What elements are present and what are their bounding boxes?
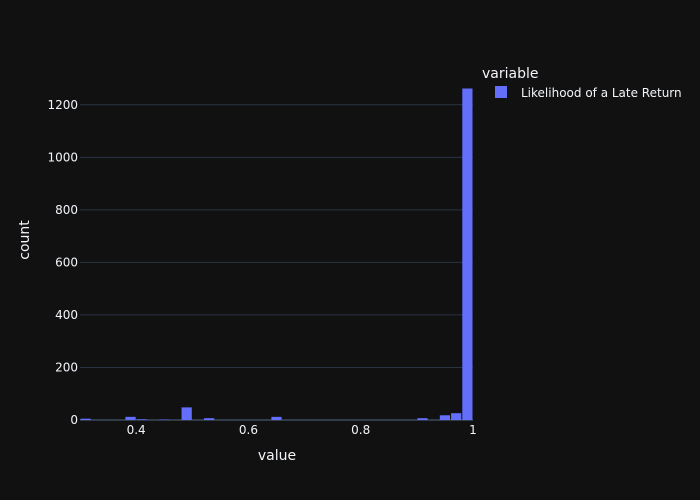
x-tick-label: 0.6 bbox=[239, 423, 258, 437]
legend-label: Likelihood of a Late Return bbox=[521, 86, 682, 100]
y-tick-label: 800 bbox=[55, 203, 78, 217]
histogram-bar[interactable] bbox=[271, 416, 282, 420]
histogram-bar[interactable] bbox=[80, 418, 91, 420]
histogram-bar[interactable] bbox=[181, 407, 192, 420]
legend-swatch bbox=[495, 86, 507, 98]
histogram-bar[interactable] bbox=[462, 88, 473, 420]
y-tick-label: 400 bbox=[55, 308, 78, 322]
x-tick-label: 0.8 bbox=[351, 423, 370, 437]
y-tick-label: 600 bbox=[55, 255, 78, 269]
histogram-bar[interactable] bbox=[136, 419, 147, 420]
x-tick-label: 0.4 bbox=[127, 423, 146, 437]
histogram-bar[interactable] bbox=[439, 415, 451, 420]
legend-item[interactable]: Likelihood of a Late Return bbox=[495, 86, 682, 100]
histogram-bar[interactable] bbox=[417, 418, 428, 420]
y-tick-label: 1000 bbox=[47, 150, 78, 164]
y-tick-label: 1200 bbox=[47, 98, 78, 112]
gridlines bbox=[80, 104, 473, 421]
y-tick-label: 0 bbox=[70, 413, 78, 427]
histogram-bar[interactable] bbox=[159, 419, 170, 420]
x-axis-title: value bbox=[258, 448, 296, 464]
y-axis-title: count bbox=[17, 220, 33, 260]
y-tick-label: 200 bbox=[55, 360, 78, 374]
legend-title: variable bbox=[482, 66, 538, 82]
y-axis-ticks: 0 200 400 600 800 1000 1200 bbox=[47, 98, 78, 427]
histogram-bar[interactable] bbox=[125, 416, 136, 420]
histogram-bar[interactable] bbox=[204, 418, 215, 420]
legend: variable Likelihood of a Late Return bbox=[482, 66, 682, 100]
x-axis-ticks: 0.4 0.6 0.8 1 bbox=[127, 423, 477, 437]
histogram-bar[interactable] bbox=[451, 413, 462, 420]
bars bbox=[80, 88, 473, 420]
x-tick-label: 1 bbox=[469, 423, 477, 437]
